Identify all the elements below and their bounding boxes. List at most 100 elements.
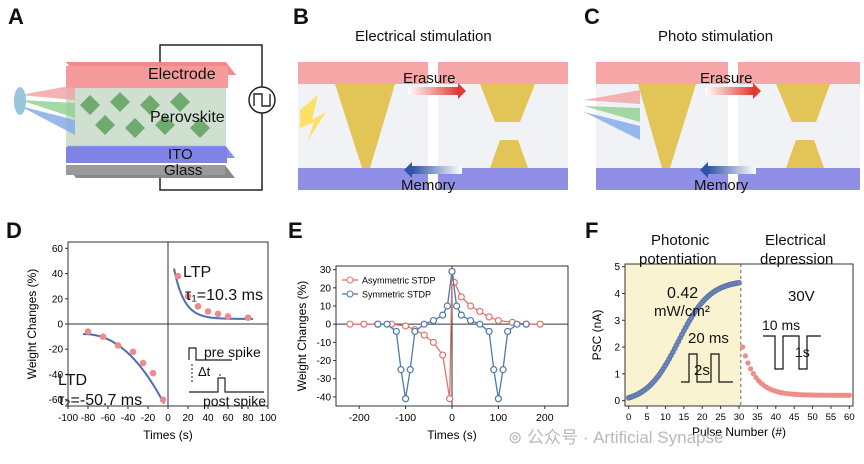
- y-tick-label: -10: [317, 338, 332, 349]
- x-tick-label: 0: [165, 413, 171, 424]
- series-point: [374, 320, 382, 328]
- series-point: [457, 293, 465, 301]
- ltd-point: [114, 342, 122, 349]
- photonic-label: Photonic: [651, 232, 710, 249]
- perovskite-label: Perovskite: [150, 109, 225, 126]
- series-point: [476, 320, 484, 328]
- tau1-label: τ₁=10.3 ms: [185, 287, 263, 304]
- ltd-fit-line: [83, 333, 165, 404]
- series-point: [504, 327, 512, 336]
- panel-c-erasure: Erasure: [700, 70, 753, 87]
- series-point: [485, 313, 493, 321]
- panel-b-memory: Memory: [401, 177, 456, 194]
- x-tick-label: 0: [626, 412, 631, 423]
- intensity-unit: mW/cm²: [654, 303, 710, 320]
- y-tick-label: -20: [317, 356, 332, 367]
- depression-point: [750, 371, 756, 377]
- pulse-interval-2s: 2s: [694, 362, 710, 379]
- y-tick-label: -60: [49, 395, 64, 406]
- panel-label-a: A: [8, 4, 24, 29]
- series-point: [346, 320, 354, 328]
- ltp-point: [214, 310, 222, 318]
- x-tick-label: 40: [202, 413, 214, 424]
- glass-label: Glass: [164, 162, 203, 179]
- panel-b-title: Electrical stimulation: [355, 28, 492, 45]
- series-point: [401, 322, 410, 330]
- intensity-value: 0.42: [667, 285, 699, 302]
- series-point: [466, 316, 475, 325]
- series-point: [429, 338, 438, 346]
- x-tick-label: 55: [826, 412, 837, 423]
- panel-b-erasure: Erasure: [403, 70, 456, 87]
- panel-label-d: D: [6, 218, 22, 243]
- ltp-point: [244, 314, 252, 321]
- ltd-point: [149, 369, 157, 377]
- ltd-point: [99, 333, 107, 340]
- x-tick-label: -20: [141, 413, 156, 424]
- y-axis-label: Weight Changes (%): [295, 281, 309, 392]
- y-tick-label: 0: [325, 320, 331, 331]
- y-tick-label: 2: [614, 343, 620, 354]
- panel-label-f: F: [585, 218, 599, 243]
- potentiation-label: potentiation: [639, 251, 717, 268]
- x-tick-label: 5: [644, 412, 649, 423]
- x-axis-label: Times (s): [143, 428, 193, 442]
- ltd-point: [129, 348, 137, 356]
- series-point: [522, 320, 530, 328]
- y-tick-label: 1: [614, 369, 620, 380]
- ltp-point: [184, 292, 192, 300]
- panel-label-c: C: [584, 4, 600, 29]
- depression-point: [846, 392, 852, 398]
- post-spike-label: post spike: [203, 393, 267, 409]
- legend-marker: [346, 276, 354, 284]
- depression-point: [748, 366, 754, 372]
- x-tick-label: 20: [697, 412, 708, 423]
- x-tick-label: -100: [58, 413, 78, 424]
- series-point: [383, 320, 391, 328]
- ltp-label: LTP: [183, 264, 212, 281]
- x-axis-label: Pulse Number (#): [692, 425, 786, 439]
- x-tick-label: 60: [222, 413, 234, 424]
- voltage-label: 30V: [788, 288, 815, 305]
- depression-point: [745, 360, 751, 366]
- pre-spike-label: pre spike: [204, 344, 261, 360]
- x-tick-label: -40: [121, 413, 136, 424]
- y-axis-label: Weight Changes (%): [25, 269, 39, 380]
- series-point: [429, 316, 438, 325]
- ltd-point: [159, 396, 167, 403]
- ltd-point: [139, 359, 147, 367]
- panel-c-memory: Memory: [694, 177, 749, 194]
- electrode-label: Electrode: [148, 66, 216, 83]
- series-point: [453, 302, 461, 310]
- legend-label: Asymmetric STDP: [362, 276, 436, 286]
- delta-t-label: Δt: [198, 364, 211, 379]
- x-tick-label: 40: [770, 412, 781, 423]
- pre-spike-wave: [188, 347, 232, 361]
- series-point: [446, 395, 454, 403]
- series-point: [420, 320, 428, 328]
- y-tick-label: 0: [57, 320, 63, 331]
- series-point: [476, 307, 484, 316]
- series-point: [420, 331, 428, 339]
- pulse-width-20ms: 20 ms: [688, 330, 729, 347]
- legend-label: Symmetric STDP: [362, 290, 431, 300]
- x-tick-label: -100: [395, 412, 416, 424]
- x-tick-label: 10: [660, 412, 671, 423]
- y-axis-label: PSC (nA): [590, 310, 604, 361]
- series-point: [406, 366, 414, 374]
- x-tick-label: 45: [789, 412, 800, 423]
- x-tick-label: 35: [752, 412, 763, 423]
- potentiation-point: [736, 279, 742, 286]
- series-point: [392, 327, 400, 336]
- electrical-pulse-train: [763, 335, 821, 370]
- depression-label: depression: [760, 251, 834, 268]
- series-point: [439, 351, 447, 359]
- series-point: [485, 327, 493, 336]
- depression-point: [742, 353, 748, 359]
- y-tick-label: 4: [614, 289, 620, 300]
- series-point: [536, 320, 544, 328]
- y-tick-label: 3: [614, 316, 620, 327]
- y-tick-label: 60: [52, 244, 64, 255]
- tau2-label: τ₂=-50.7 ms: [58, 392, 143, 409]
